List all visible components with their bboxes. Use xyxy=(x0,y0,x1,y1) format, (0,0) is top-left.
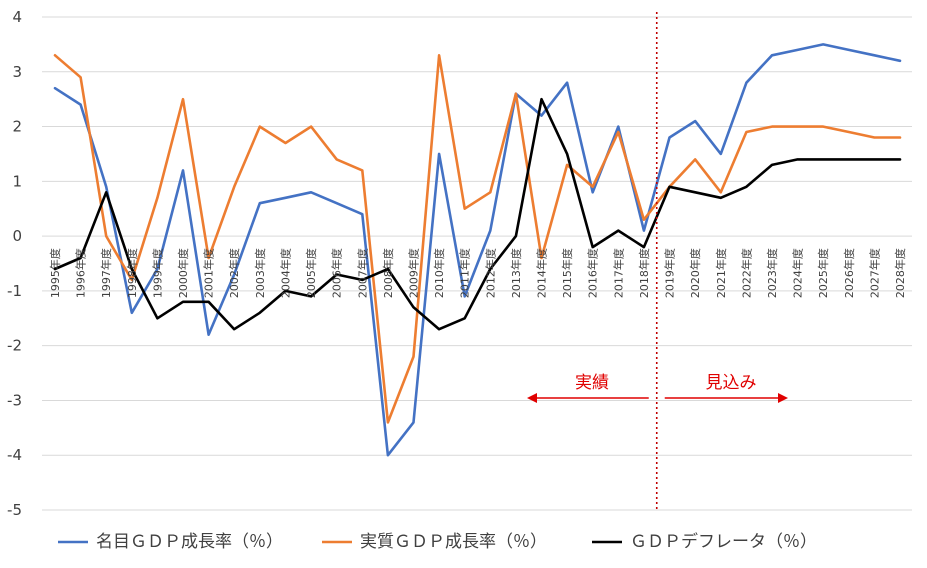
x-tick-label: 2012年度 xyxy=(483,248,497,298)
legend-label-3: ＧＤＰデフレータ（％） xyxy=(630,531,817,552)
y-tick-label: -2 xyxy=(7,337,22,355)
legend-label-2: 実質ＧＤＰ成長率（％） xyxy=(360,532,547,552)
series-line-2 xyxy=(53,53,902,424)
x-tick-label: 2007年度 xyxy=(355,248,369,298)
annotations: 実績 見込み xyxy=(527,373,788,403)
forecast-arrow-head xyxy=(778,393,788,403)
x-tick-label: 2016年度 xyxy=(586,248,600,298)
y-tick-label: -3 xyxy=(7,391,22,409)
legend: 名目ＧＤＰ成長率（％） 実質ＧＤＰ成長率（％） ＧＤＰデフレータ（％） xyxy=(58,531,817,552)
x-tick-label: 2024年度 xyxy=(791,248,805,298)
x-tick-label: 2000年度 xyxy=(176,248,190,298)
y-tick-label: 1 xyxy=(12,172,22,190)
x-tick-label: 2028年度 xyxy=(893,248,907,298)
series-line-1 xyxy=(53,43,902,457)
x-tick-label: 2009年度 xyxy=(407,248,421,298)
series-line-3 xyxy=(53,97,902,331)
y-tick-label: 4 xyxy=(12,8,22,26)
x-tick-label: 2019年度 xyxy=(663,248,677,298)
x-tick-label: 1997年度 xyxy=(99,248,113,298)
x-tick-label: 2011年度 xyxy=(458,248,472,298)
x-tick-label: 2005年度 xyxy=(304,248,318,298)
legend-label-1: 名目ＧＤＰ成長率（％） xyxy=(96,532,283,552)
series-lines xyxy=(53,43,902,457)
y-tick-label: -5 xyxy=(7,501,22,519)
x-tick-label: 1996年度 xyxy=(74,248,88,298)
x-tick-label: 2027年度 xyxy=(867,248,881,298)
y-tick-label: 3 xyxy=(12,63,22,81)
actual-arrow-head xyxy=(527,393,537,403)
x-tick-label: 2020年度 xyxy=(688,248,702,298)
x-tick-label: 2002年度 xyxy=(227,248,241,298)
y-tick-label: 2 xyxy=(12,118,22,136)
y-tick-label: -1 xyxy=(7,282,22,300)
x-tick-label: 2018年度 xyxy=(637,248,651,298)
x-tick-label: 2003年度 xyxy=(253,248,267,298)
y-axis-tick-labels: 4 3 2 1 0 -1 -2 -3 -4 -5 xyxy=(7,8,22,519)
x-tick-label: 2023年度 xyxy=(765,248,779,298)
y-tick-label: 0 xyxy=(12,227,22,245)
x-tick-label: 2026年度 xyxy=(842,248,856,298)
x-axis-tick-labels: 1995年度 1996年度 1997年度 1998年度 1999年度 2000年度 2001… xyxy=(48,248,907,298)
x-tick-label: 2015年度 xyxy=(560,248,574,298)
x-tick-label: 2014年度 xyxy=(535,248,549,298)
x-tick-label: 2017年度 xyxy=(611,248,625,298)
x-tick-label: 2001年度 xyxy=(202,248,216,298)
x-tick-label: 2008年度 xyxy=(381,248,395,298)
x-tick-label: 2006年度 xyxy=(330,248,344,298)
x-tick-label: 1998年度 xyxy=(125,248,139,298)
x-tick-label: 2013年度 xyxy=(509,248,523,298)
x-tick-label: 1999年度 xyxy=(150,248,164,298)
x-tick-label: 2022年度 xyxy=(739,248,753,298)
actual-label: 実績 xyxy=(575,373,609,393)
x-tick-label: 2021年度 xyxy=(714,248,728,298)
x-tick-label: 1995年度 xyxy=(48,248,62,298)
x-tick-label: 2025年度 xyxy=(816,248,830,298)
forecast-label: 見込み xyxy=(706,373,757,393)
x-tick-label: 2004年度 xyxy=(279,248,293,298)
x-tick-label: 2010年度 xyxy=(432,248,446,298)
y-tick-label: -4 xyxy=(7,446,22,464)
